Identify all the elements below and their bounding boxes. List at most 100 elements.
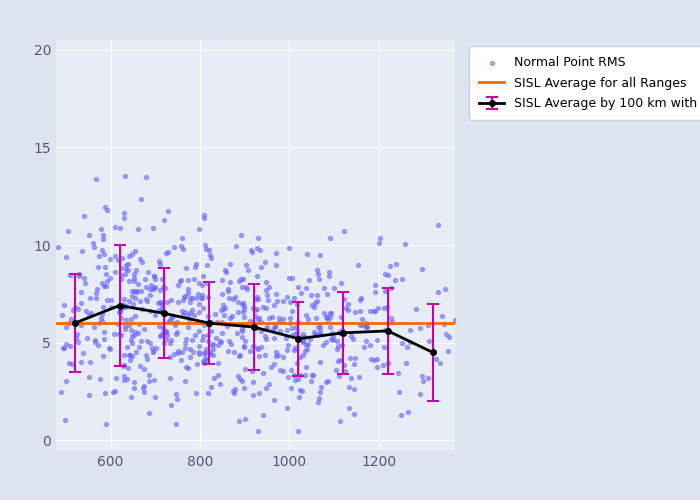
Normal Point RMS — [195, 318, 206, 326]
Normal Point RMS — [345, 332, 356, 340]
Normal Point RMS — [136, 258, 147, 266]
Normal Point RMS — [136, 337, 147, 345]
Normal Point RMS — [197, 357, 209, 365]
Normal Point RMS — [221, 322, 232, 330]
Normal Point RMS — [182, 276, 193, 283]
Normal Point RMS — [177, 244, 188, 252]
Normal Point RMS — [88, 242, 99, 250]
Normal Point RMS — [245, 318, 256, 326]
Normal Point RMS — [315, 326, 326, 334]
Normal Point RMS — [146, 344, 158, 352]
Normal Point RMS — [372, 355, 383, 363]
Normal Point RMS — [207, 340, 218, 348]
Normal Point RMS — [248, 304, 259, 312]
Normal Point RMS — [300, 342, 312, 349]
Normal Point RMS — [109, 252, 120, 260]
Normal Point RMS — [348, 410, 359, 418]
Normal Point RMS — [98, 235, 109, 243]
Normal Point RMS — [270, 290, 281, 298]
Normal Point RMS — [184, 345, 195, 353]
Normal Point RMS — [344, 354, 356, 362]
Normal Point RMS — [205, 384, 216, 392]
Normal Point RMS — [326, 310, 337, 318]
Normal Point RMS — [128, 288, 139, 296]
Normal Point RMS — [197, 272, 209, 280]
Normal Point RMS — [314, 394, 325, 402]
Normal Point RMS — [307, 372, 318, 380]
Normal Point RMS — [324, 268, 335, 276]
Normal Point RMS — [162, 331, 173, 339]
Normal Point RMS — [184, 294, 195, 302]
Normal Point RMS — [405, 326, 416, 334]
Normal Point RMS — [60, 322, 71, 330]
Normal Point RMS — [204, 320, 215, 328]
Normal Point RMS — [332, 342, 343, 349]
Normal Point RMS — [130, 288, 141, 296]
Normal Point RMS — [244, 347, 256, 355]
Normal Point RMS — [148, 285, 159, 293]
Normal Point RMS — [335, 279, 346, 287]
Normal Point RMS — [148, 346, 159, 354]
Normal Point RMS — [438, 320, 449, 328]
Normal Point RMS — [300, 362, 312, 370]
Normal Point RMS — [89, 338, 100, 346]
Normal Point RMS — [126, 326, 137, 334]
Normal Point RMS — [229, 348, 240, 356]
Normal Point RMS — [430, 355, 442, 363]
Normal Point RMS — [414, 324, 426, 332]
Normal Point RMS — [286, 324, 297, 332]
Normal Point RMS — [168, 312, 179, 320]
Normal Point RMS — [273, 314, 284, 322]
Normal Point RMS — [268, 334, 279, 342]
Normal Point RMS — [382, 271, 393, 279]
Normal Point RMS — [216, 306, 227, 314]
Normal Point RMS — [118, 351, 129, 359]
Normal Point RMS — [234, 418, 245, 426]
Normal Point RMS — [349, 354, 360, 362]
Normal Point RMS — [239, 342, 250, 350]
Normal Point RMS — [318, 308, 330, 316]
Normal Point RMS — [177, 296, 188, 304]
Normal Point RMS — [149, 284, 160, 292]
Normal Point RMS — [190, 262, 201, 270]
Normal Point RMS — [295, 333, 307, 341]
Normal Point RMS — [237, 327, 248, 335]
Normal Point RMS — [249, 312, 260, 320]
Normal Point RMS — [267, 325, 279, 333]
Normal Point RMS — [298, 330, 309, 338]
Normal Point RMS — [199, 348, 211, 356]
Normal Point RMS — [361, 324, 372, 332]
Normal Point RMS — [291, 328, 302, 336]
Normal Point RMS — [157, 305, 168, 313]
Normal Point RMS — [354, 372, 365, 380]
Normal Point RMS — [280, 334, 291, 342]
Normal Point RMS — [321, 312, 332, 320]
Normal Point RMS — [72, 304, 83, 312]
Normal Point RMS — [292, 283, 303, 291]
Normal Point RMS — [323, 377, 334, 385]
Normal Point RMS — [314, 330, 326, 338]
Normal Point RMS — [282, 404, 293, 412]
Normal Point RMS — [135, 194, 146, 202]
Normal Point RMS — [391, 260, 402, 268]
Normal Point RMS — [289, 330, 300, 338]
Normal Point RMS — [98, 282, 109, 290]
Normal Point RMS — [153, 257, 164, 265]
Normal Point RMS — [145, 307, 156, 315]
Normal Point RMS — [440, 286, 451, 294]
Normal Point RMS — [122, 344, 133, 351]
Normal Point RMS — [185, 308, 196, 316]
Normal Point RMS — [271, 348, 282, 356]
Normal Point RMS — [85, 294, 96, 302]
Normal Point RMS — [199, 354, 210, 362]
Normal Point RMS — [312, 297, 323, 305]
Normal Point RMS — [157, 301, 168, 309]
Normal Point RMS — [162, 248, 174, 256]
Normal Point RMS — [143, 268, 154, 276]
Normal Point RMS — [219, 312, 230, 320]
Normal Point RMS — [85, 310, 97, 318]
Normal Point RMS — [334, 328, 345, 336]
Normal Point RMS — [402, 342, 413, 350]
Normal Point RMS — [113, 320, 124, 328]
Normal Point RMS — [116, 274, 127, 282]
